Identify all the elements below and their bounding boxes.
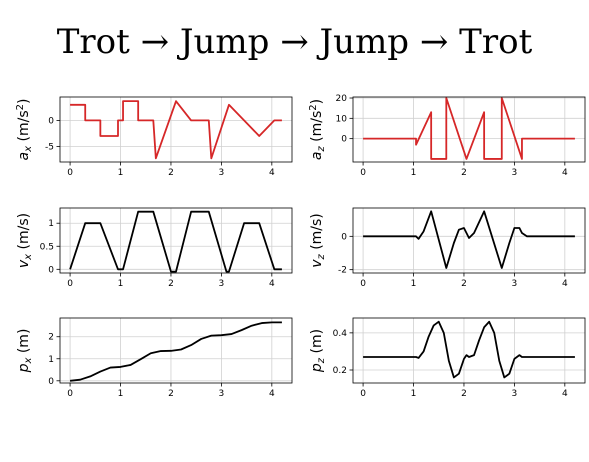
y-tick-label: 0	[341, 232, 347, 242]
series-line-vz	[363, 210, 575, 269]
x-tick-label: 4	[269, 168, 275, 178]
x-tick-label: 0	[360, 389, 366, 399]
x-tick-label: 1	[118, 279, 124, 289]
series-line-vx	[69, 210, 282, 273]
y-axis-label: az (m/s2)	[308, 99, 327, 160]
axes-frame	[352, 317, 586, 384]
y-tick-label: 0.5	[40, 242, 54, 252]
y-tick-label: 1	[48, 219, 54, 229]
page-title: Trot → Jump → Jump → Trot	[56, 22, 533, 62]
y-axis-label: pz (m)	[309, 329, 327, 373]
y-tick-label: 1	[48, 355, 54, 365]
x-tick-label: 3	[219, 168, 225, 178]
y-axis-label: px (m)	[16, 329, 34, 374]
axes-frame	[352, 96, 586, 163]
x-tick-label: 1	[118, 168, 124, 178]
chart-az: 0 1 2 3 4 0 10 20 az (m/s2)	[308, 94, 586, 178]
y-tick-label: 0	[48, 265, 54, 275]
x-tick-label: 0	[67, 279, 73, 289]
x-tick-label: 4	[562, 168, 568, 178]
x-tick-label: 3	[512, 279, 518, 289]
x-tick-label: 4	[269, 389, 275, 399]
chart-ax: 0 1 2 3 4 -5 0 ax (m/s2)	[15, 96, 293, 178]
x-tick-label: 1	[411, 279, 417, 289]
x-tick-label: 4	[562, 279, 568, 289]
y-axis-label: vx (m/s)	[16, 213, 34, 268]
x-tick-label: 2	[461, 389, 467, 399]
x-tick-label: 1	[118, 389, 124, 399]
y-tick-label: 0	[48, 377, 54, 387]
chart-pz: 0 1 2 3 4 0.2 0.4 pz (m)	[309, 317, 586, 399]
x-tick-label: 0	[360, 168, 366, 178]
y-tick-label: 0	[341, 135, 347, 145]
y-tick-label: 0.2	[333, 366, 347, 376]
x-tick-label: 3	[512, 168, 518, 178]
y-tick-label: -5	[45, 142, 54, 152]
series-line-px	[69, 321, 282, 382]
x-tick-label: 2	[461, 279, 467, 289]
x-tick-label: 3	[219, 389, 225, 399]
x-tick-label: 0	[67, 389, 73, 399]
y-axis-label: vz (m/s)	[309, 213, 327, 268]
y-tick-label: 10	[336, 114, 348, 124]
x-tick-label: 4	[269, 279, 275, 289]
series-line-ax	[70, 100, 282, 160]
axes-frame	[59, 96, 293, 163]
axes-frame	[59, 317, 293, 384]
x-tick-label: 2	[168, 279, 174, 289]
x-tick-label: 0	[360, 279, 366, 289]
chart-vz: 0 1 2 3 4 -2 0 vz (m/s)	[309, 207, 586, 289]
x-tick-label: 1	[411, 168, 417, 178]
x-tick-label: 2	[168, 168, 174, 178]
y-axis-label: ax (m/s2)	[15, 99, 34, 161]
x-tick-label: 0	[67, 168, 73, 178]
series-line-pz	[363, 320, 575, 379]
x-tick-label: 3	[512, 389, 518, 399]
y-tick-label: 2	[48, 333, 54, 343]
x-tick-label: 2	[168, 389, 174, 399]
axes-frame	[352, 207, 586, 274]
chart-px: 0 1 2 3 4 0 1 2 px (m)	[16, 317, 293, 399]
y-tick-label: 20	[336, 94, 348, 104]
y-tick-label: 0.4	[333, 329, 348, 339]
y-tick-label: -2	[338, 266, 347, 276]
x-tick-label: 3	[219, 279, 225, 289]
axes-frame	[59, 207, 293, 274]
series-line-az	[363, 97, 575, 160]
chart-vx: 0 1 2 3 4 0 0.5 1 vx (m/s)	[16, 207, 293, 289]
x-tick-label: 4	[562, 389, 568, 399]
x-tick-label: 1	[411, 389, 417, 399]
x-tick-label: 2	[461, 168, 467, 178]
y-tick-label: 0	[48, 116, 54, 126]
